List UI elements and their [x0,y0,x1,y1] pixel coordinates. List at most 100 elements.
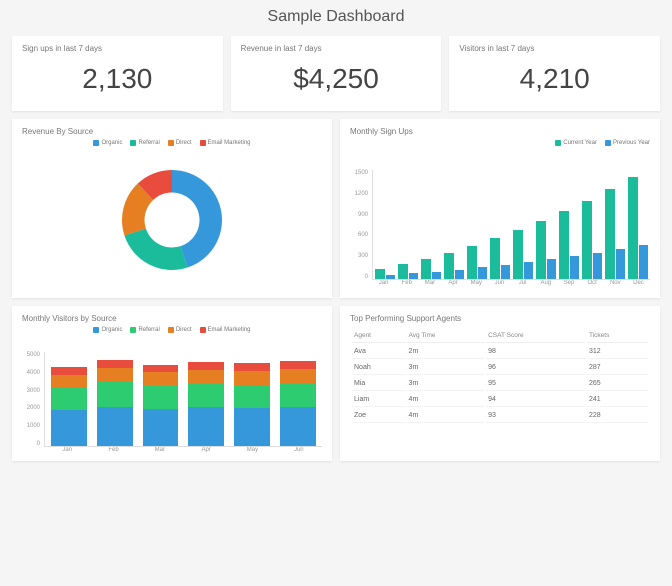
stack-segment [97,407,133,446]
chart-title: Revenue By Source [22,127,322,136]
stack-segment [188,407,224,446]
legend-item: Current Year [555,140,597,146]
table-cell: 3m [407,377,485,391]
kpi-label: Sign ups in last 7 days [22,44,213,53]
bar [467,246,477,279]
chart-legend: Organic Referral Direct Email Marketing [22,140,322,146]
legend-item: Email Marketing [200,327,251,333]
bar [409,273,419,279]
agents-table: AgentAvg TimeCSAT ScoreTickets Ava2m9831… [350,327,650,425]
bar [444,253,454,279]
legend-item: Previous Year [605,140,650,146]
bar [455,270,465,279]
bar [490,238,500,279]
bar-group [444,170,464,279]
bar [375,269,385,279]
legend-item: Email Marketing [200,140,251,146]
table-row: Ava2m98312 [352,345,648,359]
table-cell: 228 [587,409,648,423]
table-cell: Liam [352,393,405,407]
stack-segment [143,372,179,386]
bar [605,189,615,279]
table-cell: 265 [587,377,648,391]
bar-group [467,170,487,279]
table-row: Liam4m94241 [352,393,648,407]
bar-group [398,170,418,279]
stack-segment [188,362,224,370]
bar-group [536,170,556,279]
bar-chart: 150012009006003000 [350,150,650,280]
chart-legend: OrganicReferralDirectEmail Marketing [22,327,322,333]
stack-segment [188,383,224,407]
legend-item: Organic [93,140,122,146]
table-cell: 98 [486,345,585,359]
bar [386,275,396,279]
x-axis: JanFebMarAprMayJun [22,447,322,453]
stack-segment [143,409,179,446]
kpi-card-signups: Sign ups in last 7 days 2,130 [12,36,223,111]
legend-item: Referral [130,140,159,146]
table-cell: Ava [352,345,405,359]
bar-group [421,170,441,279]
stack-segment [51,367,87,375]
plot-area [372,170,650,280]
kpi-label: Revenue in last 7 days [241,44,432,53]
bar [398,264,408,279]
card-revenue-by-source: Revenue By Source Organic Referral Direct E… [12,119,332,298]
stack-segment [51,410,87,446]
card-top-agents: Top Performing Support Agents AgentAvg T… [340,306,660,461]
stack-column [97,352,133,446]
legend-item: Direct [168,140,192,146]
stack-column [51,352,87,446]
chart-title: Monthly Sign Ups [350,127,650,136]
stack-segment [234,363,270,371]
bar [513,230,523,279]
stacked-bar-chart: 500040003000200010000 [22,337,322,447]
stack-segment [234,371,270,385]
bar [628,177,638,279]
table-header: CSAT Score [486,329,585,343]
bar [593,253,603,279]
plot-area [44,352,322,447]
bar-group [582,170,602,279]
bar [559,211,569,279]
charts-row-2: Monthly Visitors by Source OrganicReferr… [12,306,660,461]
stack-segment [143,386,179,410]
bar [432,272,442,279]
bar-group [375,170,395,279]
stack-segment [51,388,87,411]
x-axis: JanFebMarAprMayJunJulAugSepOctNovDec [350,280,650,286]
table-cell: 95 [486,377,585,391]
bar-group [513,170,533,279]
kpi-row: Sign ups in last 7 days 2,130 Revenue in… [12,36,660,111]
kpi-value: $4,250 [241,57,432,103]
legend-item: Referral [130,327,159,333]
stack-segment [280,383,316,407]
chart-title: Monthly Visitors by Source [22,314,322,323]
table-cell: Noah [352,361,405,375]
stack-segment [51,375,87,388]
stack-segment [143,365,179,373]
kpi-card-visitors: Visitors in last 7 days 4,210 [449,36,660,111]
bar-group [490,170,510,279]
table-cell: 3m [407,361,485,375]
bar-group [559,170,579,279]
stack-segment [188,370,224,384]
stack-segment [234,408,270,446]
bar [547,259,557,279]
kpi-value: 2,130 [22,57,213,103]
stack-segment [280,369,316,383]
page-title: Sample Dashboard [12,8,660,26]
table-cell: Mia [352,377,405,391]
bar [639,245,649,279]
bar [478,267,488,279]
chart-legend: Current Year Previous Year [350,140,650,146]
bar-group [605,170,625,279]
bar [616,249,626,279]
table-cell: 312 [587,345,648,359]
stack-segment [280,407,316,446]
stack-segment [234,385,270,409]
table-cell: 93 [486,409,585,423]
y-axis: 500040003000200010000 [22,352,44,447]
table-cell: 4m [407,409,485,423]
